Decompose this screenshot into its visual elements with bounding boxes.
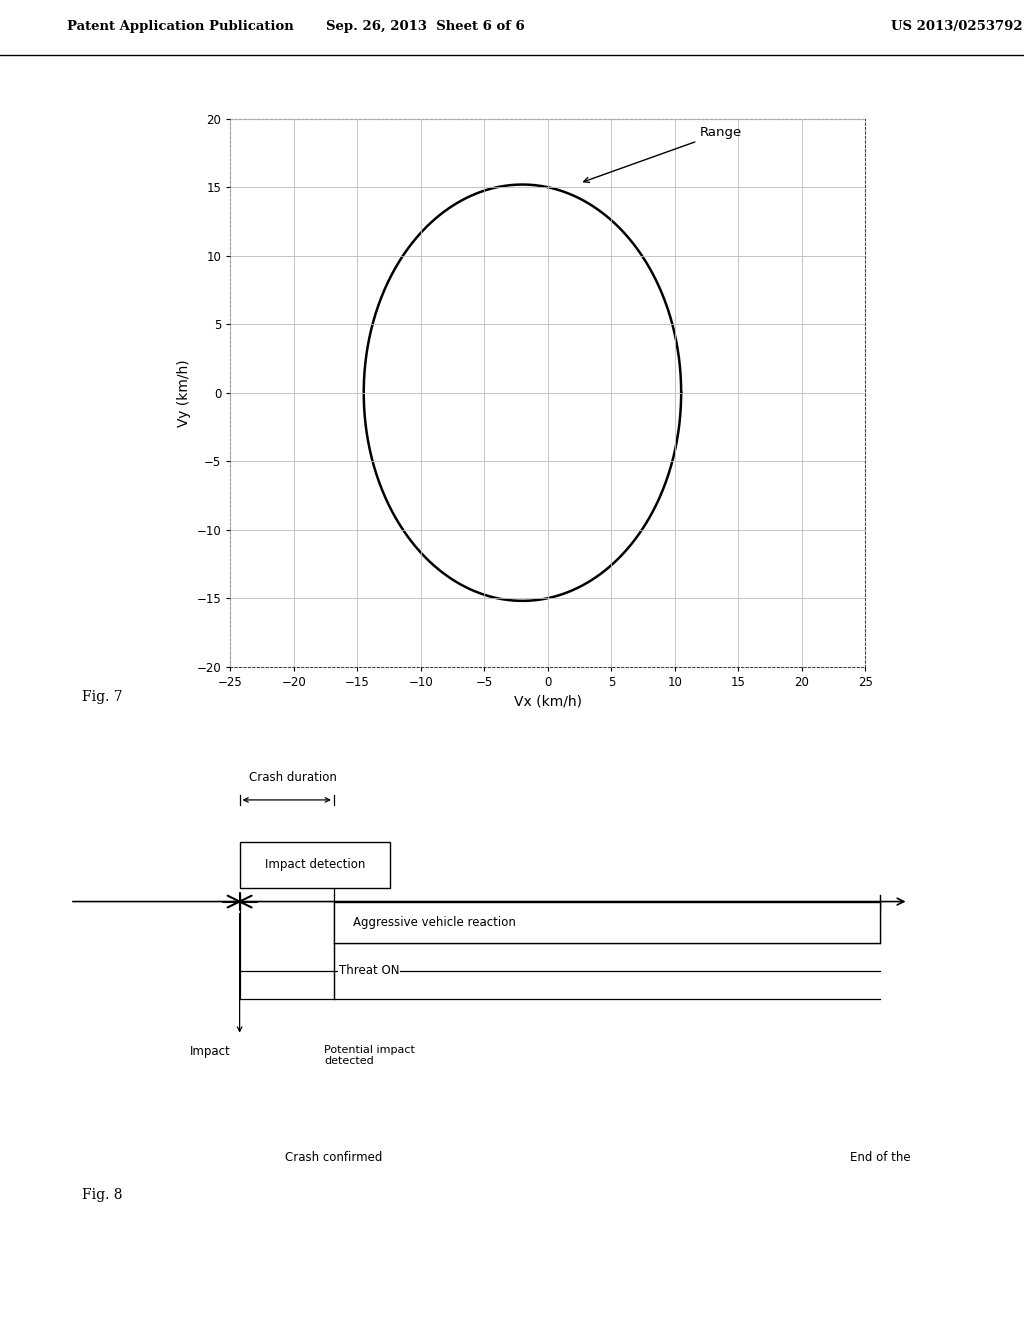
Text: Potential impact
detected: Potential impact detected (325, 1045, 416, 1067)
Text: Patent Application Publication: Patent Application Publication (67, 20, 293, 33)
Text: Threat ON: Threat ON (339, 965, 399, 977)
Text: Fig. 7: Fig. 7 (82, 690, 123, 704)
X-axis label: Vx (km/h): Vx (km/h) (514, 694, 582, 709)
Text: Fig. 8: Fig. 8 (82, 1188, 123, 1201)
Text: US 2013/0253792 A1: US 2013/0253792 A1 (891, 20, 1024, 33)
Bar (240, 842, 390, 888)
Y-axis label: Vy (km/h): Vy (km/h) (177, 359, 191, 426)
Text: Sep. 26, 2013  Sheet 6 of 6: Sep. 26, 2013 Sheet 6 of 6 (326, 20, 524, 33)
Text: Crash confirmed: Crash confirmed (285, 1151, 383, 1164)
Text: Impact: Impact (189, 1045, 230, 1057)
Text: Crash duration: Crash duration (249, 771, 337, 784)
Text: End of the: End of the (850, 1151, 910, 1164)
Bar (334, 902, 881, 942)
Text: Aggressive vehicle reaction: Aggressive vehicle reaction (352, 916, 515, 929)
Text: Range: Range (584, 125, 742, 182)
Text: Impact detection: Impact detection (265, 858, 366, 871)
